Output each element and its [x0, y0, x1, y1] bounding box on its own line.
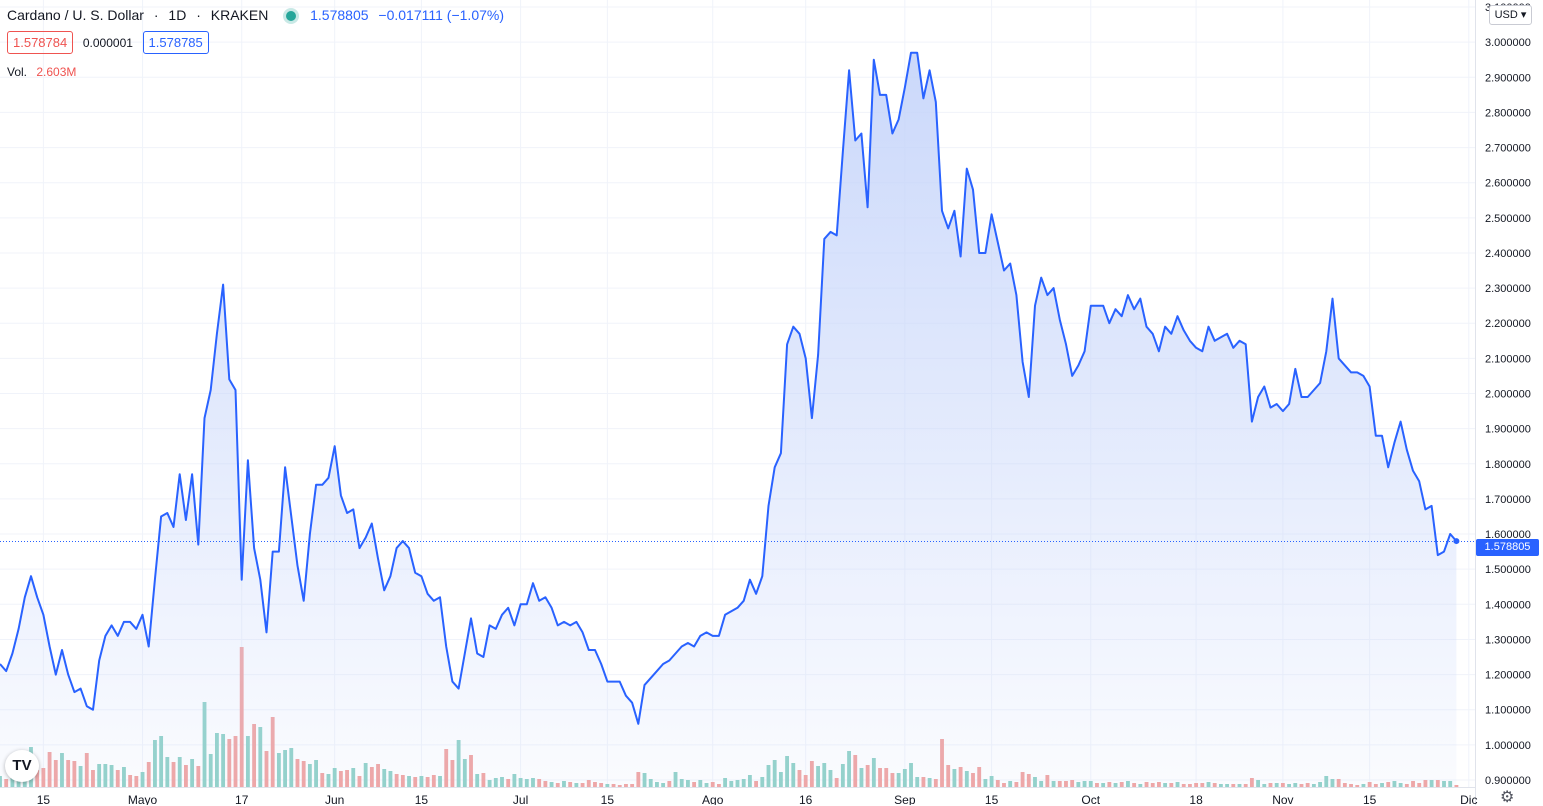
y-tick-label: 2.800000 — [1485, 107, 1531, 119]
y-tick-label: 1.400000 — [1485, 599, 1531, 611]
interval[interactable]: 1D — [168, 7, 187, 23]
currency-dropdown[interactable]: USD ▾ — [1489, 5, 1532, 25]
y-tick-label: 2.600000 — [1485, 178, 1531, 190]
last-price-tag: 1.578805 — [1476, 539, 1539, 556]
y-tick-label: 2.700000 — [1485, 143, 1531, 155]
y-tick-label: 1.000000 — [1485, 740, 1531, 752]
volume-bar — [1454, 785, 1459, 787]
x-tick-label: Dic — [1460, 793, 1477, 805]
x-tick-label: 16 — [799, 793, 813, 805]
y-tick-label: 2.500000 — [1485, 213, 1531, 225]
price-area — [0, 52, 1457, 787]
y-tick-label: 1.100000 — [1485, 705, 1531, 717]
x-tick-label: Nov — [1272, 793, 1293, 805]
bid-price[interactable]: 1.578784 — [7, 31, 74, 54]
y-tick-label: 0.900000 — [1485, 775, 1531, 787]
x-tick-label: 17 — [235, 793, 249, 805]
y-tick-label: 3.000000 — [1485, 37, 1531, 49]
exchange[interactable]: KRAKEN — [210, 7, 269, 23]
x-tick-label: Jul — [513, 793, 528, 805]
y-tick-label: 2.100000 — [1485, 353, 1531, 365]
y-tick-label: 2.000000 — [1485, 389, 1531, 401]
symbol-legend: Cardano / U. S. Dollar · 1D · KRAKEN 1.5… — [7, 7, 504, 23]
last-price: 1.578805 — [310, 7, 369, 23]
y-tick-label: 2.900000 — [1485, 72, 1531, 84]
gear-icon[interactable]: ⚙ — [1500, 789, 1515, 806]
price-axis-labels[interactable]: 0.900000 1.000000 1.100000 1.200000 1.300000… — [1485, 2, 1531, 787]
x-tick-label: Oct — [1081, 793, 1100, 805]
ask-price[interactable]: 1.578785 — [142, 31, 209, 54]
x-tick-label: Mayo — [128, 793, 158, 805]
separator: · — [196, 7, 201, 23]
y-tick-label: 2.200000 — [1485, 318, 1531, 330]
x-tick-label: 15 — [1363, 793, 1377, 805]
chevron-down-icon: ▾ — [1517, 9, 1527, 21]
spread: 0.000001 — [82, 36, 133, 50]
y-tick-label: 1.900000 — [1485, 424, 1531, 436]
y-tick-label: 1.700000 — [1485, 494, 1531, 506]
x-tick-label: Sep — [894, 793, 916, 805]
separator: · — [153, 7, 159, 23]
symbol-name[interactable]: Cardano / U. S. Dollar — [7, 7, 144, 23]
y-tick-label: 1.600000 — [1485, 529, 1531, 541]
price-line — [0, 51, 1458, 725]
time-axis-labels[interactable]: 15 Mayo 17 Jun 15 Jul 15 Ago 16 Sep 15 Oct 18 Nov 15 Di… — [37, 793, 1478, 805]
volume-value: 2.603M — [36, 65, 77, 79]
y-tick-label: 2.400000 — [1485, 248, 1531, 260]
last-price-dot — [1453, 538, 1460, 545]
y-tick-label: 1.300000 — [1485, 634, 1531, 646]
x-tick-label: 15 — [415, 793, 429, 805]
price-change: −0.017111 (−1.07%) — [378, 7, 504, 23]
price-line-path — [0, 51, 1458, 725]
tradingview-logo[interactable]: TV — [5, 750, 39, 782]
x-tick-label: 18 — [1189, 793, 1203, 805]
volume-legend: Vol. 2.603M — [7, 65, 76, 79]
market-status-icon[interactable] — [286, 11, 297, 21]
quote-row: 1.578784 0.000001 1.578785 — [7, 31, 209, 54]
x-tick-label: Jun — [325, 793, 344, 805]
y-tick-label: 1.500000 — [1485, 564, 1531, 576]
x-tick-label: 15 — [37, 793, 51, 805]
volume-label[interactable]: Vol. — [7, 65, 28, 79]
axes — [0, 0, 1476, 805]
currency-label: USD — [1494, 9, 1518, 21]
y-tick-label: 1.200000 — [1485, 670, 1531, 682]
y-tick-label: 1.800000 — [1485, 459, 1531, 471]
x-tick-label: 15 — [601, 793, 615, 805]
x-tick-label: Ago — [702, 793, 724, 805]
y-tick-label: 2.300000 — [1485, 283, 1531, 295]
price-area-fill — [0, 52, 1457, 787]
x-tick-label: 15 — [985, 793, 999, 805]
